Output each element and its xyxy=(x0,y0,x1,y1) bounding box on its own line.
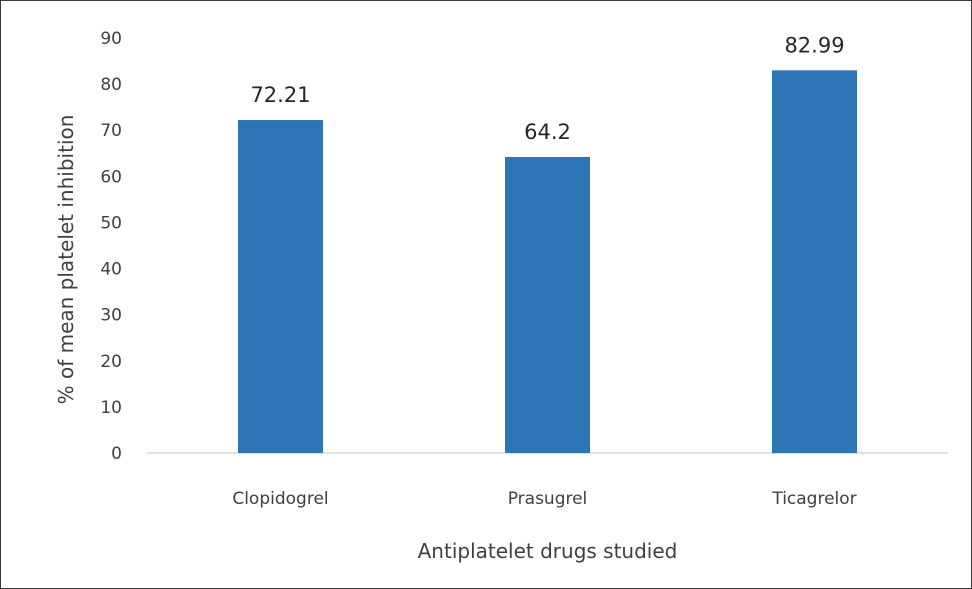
y-tick-label: 20 xyxy=(100,352,122,372)
x-axis-category-labels: Clopidogrel Prasugrel Ticagrelor xyxy=(232,489,856,509)
bars xyxy=(238,70,857,454)
y-tick-label: 90 xyxy=(100,29,122,49)
y-tick-label: 40 xyxy=(100,260,122,280)
y-tick-label: 30 xyxy=(100,306,122,326)
x-category-label: Prasugrel xyxy=(508,489,588,509)
y-tick-label: 70 xyxy=(100,121,122,141)
y-tick-label: 50 xyxy=(100,213,122,233)
bar xyxy=(772,70,857,454)
x-category-label: Ticagrelor xyxy=(771,489,856,509)
y-tick-label: 60 xyxy=(100,167,122,187)
y-tick-label: 10 xyxy=(100,398,122,418)
data-label: 72.21 xyxy=(250,83,310,107)
y-tick-label: 80 xyxy=(100,75,122,95)
data-labels: 72.21 64.2 82.99 xyxy=(250,33,844,144)
x-axis-title: Antiplatelet drugs studied xyxy=(418,539,678,563)
x-category-label: Clopidogrel xyxy=(232,489,328,509)
data-label: 64.2 xyxy=(524,120,571,144)
y-axis-ticks: 0 10 20 30 40 50 60 70 80 90 xyxy=(100,29,122,464)
bar xyxy=(505,156,590,453)
data-label: 82.99 xyxy=(784,33,844,57)
bar xyxy=(238,120,323,453)
y-axis-title: % of mean platelet inhibition xyxy=(54,115,78,405)
y-tick-label: 0 xyxy=(111,444,122,464)
